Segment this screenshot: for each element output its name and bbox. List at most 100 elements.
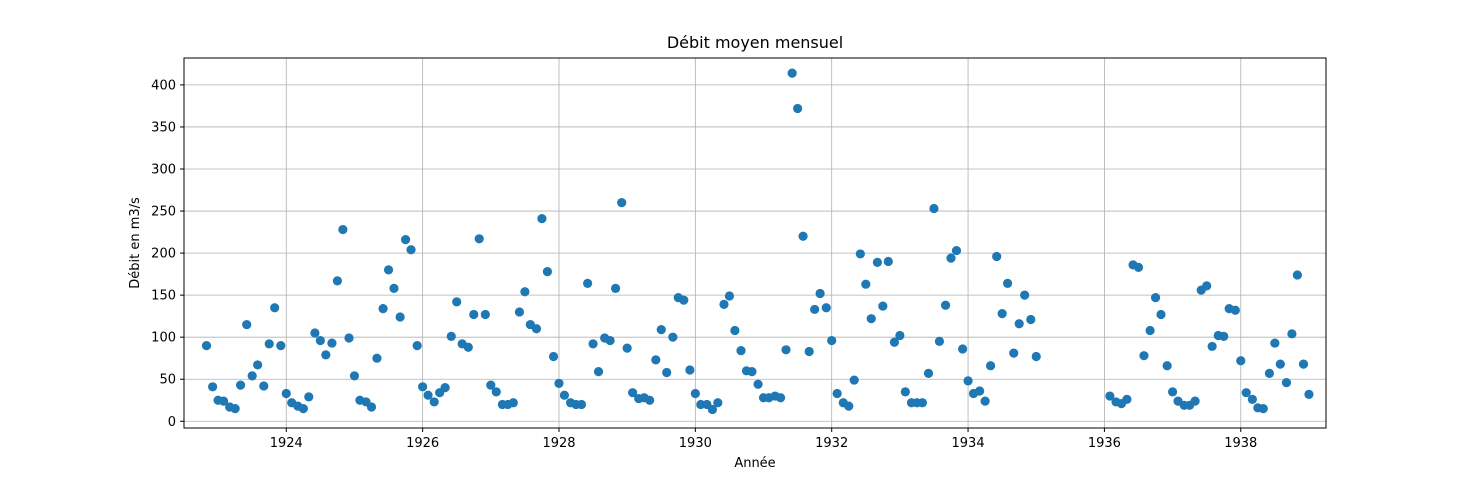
data-point	[1236, 356, 1246, 366]
data-point	[1026, 314, 1036, 325]
data-point	[1292, 270, 1302, 280]
data-point	[349, 371, 360, 381]
data-point	[815, 288, 825, 299]
data-point	[1009, 348, 1019, 358]
data-point	[980, 396, 990, 406]
data-point	[247, 371, 257, 381]
data-point	[1003, 278, 1013, 288]
data-point	[1105, 391, 1115, 401]
data-point	[730, 325, 740, 336]
data-point	[440, 383, 450, 393]
data-point	[446, 331, 456, 341]
data-point	[844, 401, 854, 411]
data-point	[1247, 394, 1257, 405]
data-point	[668, 332, 678, 342]
data-point	[992, 251, 1002, 262]
data-point	[832, 388, 842, 399]
data-point	[259, 381, 269, 391]
data-point	[1304, 389, 1314, 399]
y-tick-label: 200	[151, 247, 176, 262]
data-point	[685, 365, 695, 375]
data-point	[315, 335, 325, 346]
data-point	[1162, 361, 1172, 371]
data-point	[1298, 359, 1309, 369]
data-point	[344, 333, 354, 343]
data-point	[866, 314, 876, 324]
data-point	[332, 276, 343, 286]
data-point	[542, 266, 552, 277]
chart-title: Débit moyen mensuel	[667, 33, 843, 52]
data-point	[242, 319, 252, 330]
data-point	[310, 328, 320, 338]
data-point	[1264, 368, 1275, 378]
data-point	[736, 346, 746, 356]
data-point	[559, 390, 570, 400]
x-tick-label: 1924	[270, 436, 303, 451]
data-point	[707, 404, 717, 415]
data-point	[235, 380, 246, 390]
data-point	[934, 336, 945, 346]
data-point	[900, 387, 910, 397]
x-tick-label: 1934	[952, 436, 985, 451]
data-point	[208, 382, 218, 392]
data-point	[610, 283, 621, 294]
data-point	[662, 367, 672, 378]
data-point	[951, 245, 962, 256]
y-axis-label: Débit en m3/s	[128, 197, 143, 289]
data-point	[491, 387, 501, 397]
data-point	[418, 382, 428, 392]
data-point	[378, 303, 388, 314]
data-point	[406, 245, 416, 255]
data-point	[787, 68, 797, 78]
data-point	[1287, 329, 1297, 339]
data-point	[793, 103, 803, 114]
data-point	[230, 404, 240, 414]
y-tick-label: 100	[151, 331, 176, 346]
data-point	[1219, 331, 1229, 341]
data-point	[486, 380, 496, 390]
data-point	[872, 257, 882, 267]
x-tick-label: 1928	[542, 436, 575, 451]
x-tick-label: 1936	[1088, 436, 1121, 451]
y-tick-label: 400	[151, 78, 176, 93]
data-point	[372, 353, 382, 363]
data-point	[281, 388, 291, 399]
y-tick-label: 350	[151, 120, 176, 135]
data-point	[963, 376, 973, 386]
data-point	[508, 398, 518, 408]
data-point	[480, 309, 490, 320]
data-point	[1190, 396, 1200, 406]
data-point	[423, 390, 433, 400]
data-point	[321, 350, 331, 360]
data-point	[946, 253, 956, 263]
data-point	[554, 378, 564, 389]
data-point	[917, 398, 927, 408]
data-point	[253, 360, 263, 370]
data-point	[588, 339, 598, 349]
data-point	[1122, 394, 1132, 405]
data-point	[327, 338, 337, 348]
data-point	[883, 256, 893, 267]
data-point	[537, 214, 547, 224]
data-point	[985, 361, 996, 371]
data-point	[940, 300, 951, 310]
data-point	[645, 395, 655, 405]
data-point	[548, 351, 559, 362]
data-point	[1150, 293, 1161, 303]
data-point	[469, 309, 479, 320]
data-point	[975, 386, 985, 396]
data-point	[1145, 325, 1155, 336]
data-point	[474, 234, 484, 244]
data-point	[400, 235, 411, 245]
data-point	[1258, 404, 1268, 414]
data-point	[1230, 305, 1240, 315]
y-tick-label: 50	[159, 373, 176, 388]
data-point	[958, 344, 968, 354]
data-point	[923, 368, 934, 378]
data-point	[389, 283, 399, 294]
data-points	[201, 68, 1314, 415]
data-point	[628, 388, 638, 398]
data-point	[713, 398, 723, 408]
data-point	[1241, 388, 1251, 398]
